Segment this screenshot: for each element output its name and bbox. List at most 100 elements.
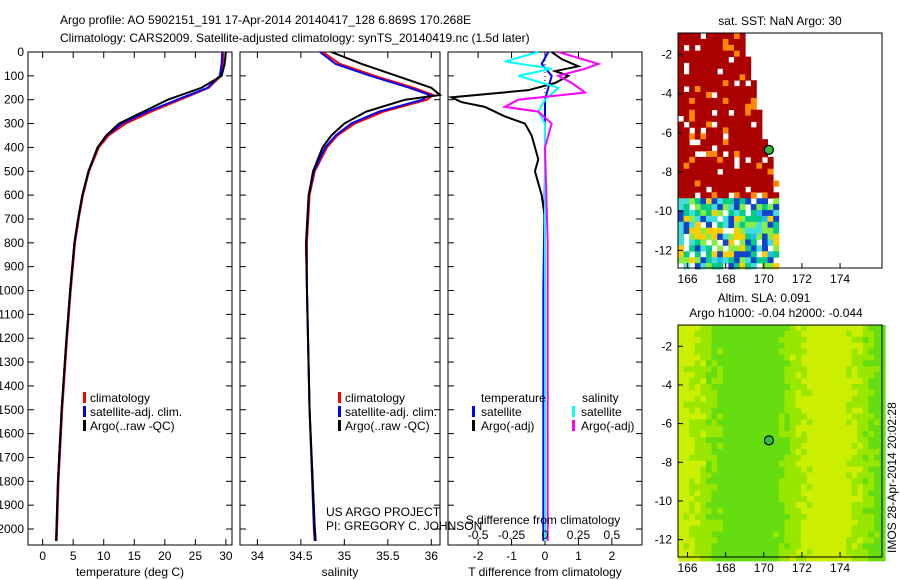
map-cell [745, 62, 752, 69]
s-tick-label: -0.25 [498, 528, 526, 542]
map-cell [846, 419, 852, 426]
x-tick-label: 20 [158, 549, 172, 563]
map-cell [678, 251, 684, 258]
map-cell [700, 531, 707, 538]
map-cell [767, 162, 774, 170]
map-cell [806, 407, 813, 414]
map-cell [739, 454, 746, 462]
y-tick-label: 600 [4, 188, 24, 202]
map-cell [818, 448, 824, 456]
map-cell [750, 389, 757, 397]
map-cell [717, 192, 724, 199]
map-cell [700, 68, 707, 75]
map-cell [678, 437, 684, 444]
map-cell [722, 336, 729, 344]
map-cell [728, 139, 735, 146]
map-cell [784, 537, 791, 544]
map-cell [773, 431, 780, 438]
map-cell [689, 74, 696, 81]
map-cell [773, 513, 780, 521]
map-cell [790, 401, 796, 408]
map-cell [801, 401, 808, 408]
map-cell [823, 549, 830, 556]
map-cell [851, 366, 858, 373]
map-cell [756, 342, 763, 349]
map-cell [734, 502, 740, 509]
map-cell [728, 401, 735, 408]
map-cell [812, 325, 819, 332]
map-cell [851, 448, 858, 456]
map-cell [846, 378, 852, 385]
map-cell [700, 239, 707, 246]
map-cell [879, 336, 886, 344]
map-cell [851, 543, 858, 550]
map-cell [745, 378, 752, 385]
map-cell [834, 401, 841, 408]
map-cell [790, 466, 796, 473]
map-cell [818, 519, 824, 526]
map-cell [728, 366, 735, 373]
map-cell [790, 378, 796, 385]
map-cell [790, 330, 796, 338]
map-cell [734, 437, 740, 444]
map-cell [739, 437, 746, 444]
map-cell [739, 519, 746, 526]
map-cell [851, 555, 858, 562]
map-cell [728, 210, 735, 217]
map-cell [683, 139, 690, 146]
map-cell [862, 549, 869, 556]
map-cell [728, 378, 735, 385]
map-cell [700, 543, 707, 550]
map-cell [762, 496, 768, 503]
map-cell [722, 395, 729, 403]
map-cell [717, 245, 724, 252]
map-cell [756, 555, 763, 562]
map-cell [678, 97, 684, 105]
map-cell [818, 513, 824, 521]
map-cell [767, 180, 774, 187]
map-cell [862, 519, 869, 526]
map-cell [818, 413, 824, 420]
map-cell [818, 490, 824, 497]
map-cell [773, 543, 780, 550]
map-cell [706, 263, 712, 270]
map-cell [879, 537, 886, 544]
map-cell [846, 478, 852, 485]
map-cell [851, 354, 858, 361]
map-cell [678, 151, 684, 158]
map-cell [840, 472, 847, 479]
map-cell [756, 507, 763, 515]
series-line-argo-raw-qc- [55, 51, 227, 541]
map-cell [728, 38, 735, 46]
map-cell [734, 360, 740, 367]
map-cell [857, 437, 864, 444]
map-cell [678, 454, 684, 462]
map-cell [879, 555, 886, 562]
map-cell [762, 543, 768, 550]
map-cell [857, 502, 864, 509]
map-cell [728, 97, 735, 105]
x-tick-label: -2 [473, 549, 484, 563]
map-cell [734, 68, 740, 75]
map-cell [879, 466, 886, 473]
map-cell [700, 38, 707, 46]
map-cell [694, 484, 701, 491]
map-cell [745, 549, 752, 556]
map-cell [801, 496, 808, 503]
map-cell [840, 425, 847, 432]
map-cell [689, 466, 696, 473]
map-cell [750, 437, 757, 444]
map-cell [823, 325, 830, 332]
map-cell [857, 413, 864, 420]
map-cell [711, 419, 718, 426]
map-cell [818, 342, 824, 349]
x-tick-label: 15 [128, 549, 142, 563]
map-cell [823, 555, 830, 562]
map-cell [706, 537, 712, 544]
map-cell [745, 537, 752, 544]
map-cell [694, 221, 701, 229]
map-cell [683, 389, 690, 397]
map-cell [795, 330, 802, 338]
map-cell [868, 454, 875, 462]
